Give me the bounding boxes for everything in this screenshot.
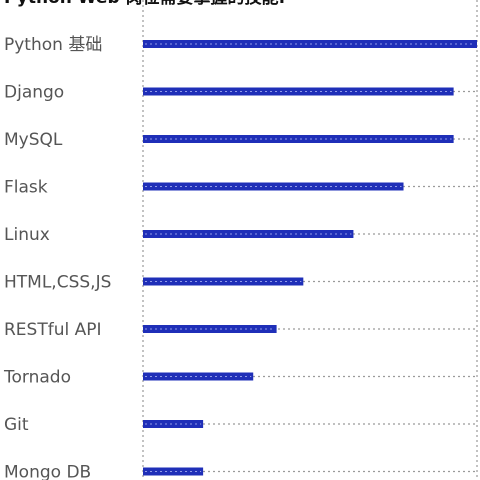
bar	[143, 372, 254, 381]
category-label: RESTful API	[4, 320, 102, 340]
bars	[143, 40, 477, 476]
category-label: Mongo DB	[4, 463, 91, 480]
category-label: Flask	[4, 178, 48, 198]
bar	[143, 420, 204, 428]
category-label: MySQL	[4, 130, 63, 150]
category-labels: Python 基础 Django MySQL Flask Linux HTML,CSS,J…	[3, 35, 111, 480]
chart-title: Python Web 岗位需要掌握的技能:	[4, 0, 285, 8]
bar	[143, 325, 277, 333]
bar	[143, 230, 354, 238]
grid-lines	[142, 0, 478, 480]
bar	[143, 87, 454, 96]
bar	[143, 467, 204, 476]
category-label: Git	[4, 415, 29, 435]
category-label: Tornado	[3, 368, 71, 388]
bar	[143, 277, 304, 286]
category-label: Python 基础	[4, 35, 102, 55]
category-label: Django	[4, 83, 64, 103]
category-label: HTML,CSS,JS	[4, 273, 111, 293]
category-label: Linux	[4, 225, 50, 245]
bar	[143, 182, 404, 191]
bar	[143, 135, 454, 143]
